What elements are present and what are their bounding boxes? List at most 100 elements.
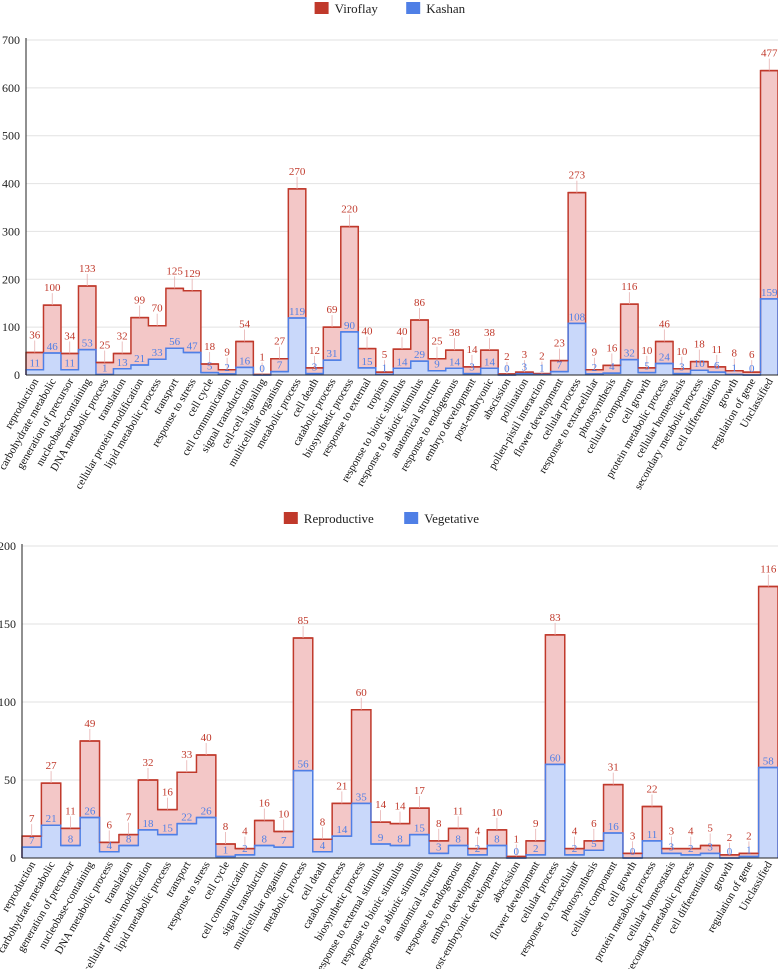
data-label-vegetative-35: 3: [707, 841, 713, 853]
data-label-reproductive-7: 16: [162, 787, 174, 799]
data-label-kashan-13: 0: [259, 363, 265, 375]
data-label-reproductive-1: 27: [46, 760, 58, 772]
y-tick-label-600: 600: [2, 81, 20, 95]
data-label-viroflay-0: 36: [29, 330, 41, 342]
data-label-vegetative-4: 4: [106, 840, 112, 852]
chart-viroflay-kashan: Viroflay Kashan01002003004005006007003611…: [0, 1, 778, 492]
data-label-vegetative-33: 3: [669, 841, 675, 853]
data-label-reproductive-17: 60: [356, 687, 368, 699]
data-label-kashan-26: 14: [484, 356, 496, 368]
data-label-kashan-29: 1: [539, 363, 545, 375]
legend-label-reproductive: Reproductive: [304, 511, 374, 526]
data-label-viroflay-17: 69: [327, 304, 339, 316]
data-label-reproductive-36: 2: [727, 832, 733, 844]
data-label-reproductive-14: 85: [298, 615, 310, 627]
y-tick-label-200: 200: [2, 272, 20, 286]
data-label-viroflay-36: 46: [659, 319, 671, 331]
y-tick-label-0: 0: [10, 851, 16, 865]
series-area-vegetative: [22, 764, 778, 858]
data-label-viroflay-24: 38: [449, 327, 461, 339]
data-label-vegetative-2: 8: [68, 834, 74, 846]
data-label-viroflay-38: 18: [694, 339, 706, 351]
data-label-kashan-39: 6: [714, 360, 720, 372]
data-label-reproductive-16: 21: [336, 780, 347, 792]
data-label-viroflay-10: 18: [204, 341, 216, 353]
data-label-kashan-40: 1: [732, 363, 738, 375]
data-label-kashan-11: 2: [224, 362, 230, 374]
data-label-viroflay-6: 99: [134, 295, 146, 307]
data-label-viroflay-31: 273: [569, 170, 586, 182]
series-area-reproductive: [22, 586, 778, 858]
data-label-reproductive-20: 17: [414, 785, 426, 797]
data-label-kashan-2: 11: [64, 358, 75, 370]
data-label-reproductive-3: 49: [84, 718, 96, 730]
data-label-kashan-34: 32: [624, 348, 635, 360]
data-label-vegetative-6: 18: [143, 818, 155, 830]
data-label-viroflay-5: 32: [117, 330, 128, 342]
data-label-kashan-1: 46: [47, 341, 59, 353]
data-label-viroflay-8: 125: [166, 265, 183, 277]
data-label-vegetative-21: 3: [436, 841, 442, 853]
data-label-reproductive-30: 31: [608, 762, 619, 774]
data-label-reproductive-19: 14: [395, 801, 407, 813]
data-label-kashan-21: 14: [397, 356, 409, 368]
legend-swatch-vegetative: [404, 512, 419, 524]
data-label-vegetative-3: 26: [84, 805, 96, 817]
data-label-reproductive-9: 40: [201, 732, 213, 744]
data-label-viroflay-19: 40: [362, 326, 374, 338]
data-label-kashan-3: 53: [82, 338, 94, 350]
data-label-viroflay-33: 16: [606, 342, 618, 354]
data-label-kashan-33: 4: [609, 361, 615, 373]
data-label-viroflay-37: 10: [676, 346, 688, 358]
data-label-viroflay-22: 86: [414, 297, 426, 309]
data-label-kashan-36: 24: [659, 352, 671, 364]
data-label-kashan-37: 3: [679, 362, 685, 374]
data-label-viroflay-27: 2: [504, 351, 510, 363]
data-label-kashan-10: 5: [207, 361, 213, 373]
data-label-vegetative-30: 16: [608, 821, 620, 833]
data-label-vegetative-5: 8: [126, 834, 132, 846]
data-label-viroflay-14: 27: [274, 336, 286, 348]
data-label-viroflay-23: 25: [431, 336, 443, 348]
data-label-vegetative-16: 14: [336, 824, 348, 836]
y-tick-label-700: 700: [2, 33, 20, 47]
y-tick-label-100: 100: [0, 695, 16, 709]
data-label-viroflay-21: 40: [397, 326, 409, 338]
data-label-vegetative-28: 2: [572, 843, 578, 855]
data-label-viroflay-25: 14: [466, 344, 478, 356]
data-label-vegetative-36: 0: [727, 846, 733, 858]
data-label-kashan-35: 5: [644, 361, 650, 373]
y-tick-label-100: 100: [2, 320, 20, 334]
legend-label-vegetative: Vegetative: [424, 511, 479, 526]
y-tick-label-400: 400: [2, 177, 20, 191]
data-label-vegetative-19: 8: [397, 834, 403, 846]
data-label-viroflay-7: 70: [152, 303, 164, 315]
y-tick-label-300: 300: [2, 224, 20, 238]
data-label-reproductive-13: 10: [278, 808, 290, 820]
data-label-vegetative-0: 7: [29, 835, 35, 847]
data-label-viroflay-1: 100: [44, 282, 61, 294]
data-label-kashan-22: 29: [414, 349, 426, 361]
data-label-kashan-15: 119: [289, 306, 306, 318]
data-label-viroflay-13: 1: [259, 352, 265, 364]
data-label-reproductive-27: 83: [550, 612, 562, 624]
data-label-vegetative-25: 0: [514, 846, 520, 858]
data-label-viroflay-11: 9: [224, 347, 230, 359]
data-label-viroflay-15: 270: [289, 166, 306, 178]
data-label-viroflay-12: 54: [239, 319, 251, 331]
data-label-kashan-16: 3: [312, 362, 318, 374]
data-label-kashan-7: 33: [152, 347, 164, 359]
data-label-kashan-6: 21: [134, 353, 145, 365]
data-label-vegetative-18: 9: [378, 832, 384, 844]
data-label-kashan-19: 15: [362, 356, 374, 368]
data-label-vegetative-22: 8: [455, 834, 461, 846]
data-label-reproductive-25: 1: [514, 833, 520, 845]
data-label-reproductive-31: 3: [630, 830, 636, 842]
data-label-reproductive-5: 7: [126, 812, 132, 824]
data-label-reproductive-2: 11: [65, 805, 76, 817]
data-label-viroflay-29: 2: [539, 351, 545, 363]
data-label-reproductive-6: 32: [143, 757, 154, 769]
legend-label-kashan: Kashan: [426, 1, 465, 16]
